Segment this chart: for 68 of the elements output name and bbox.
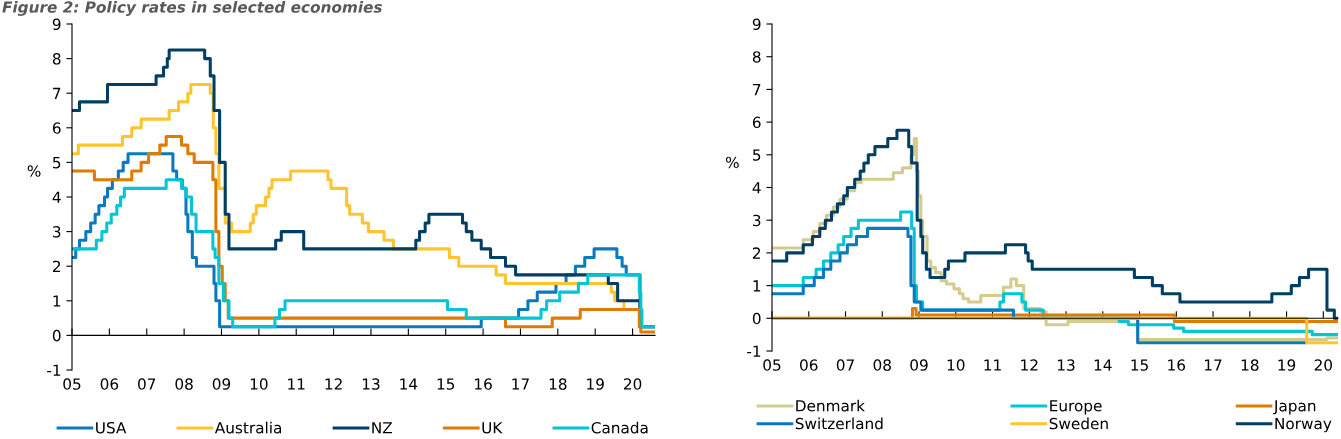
y-tick-label: 6 <box>752 116 761 129</box>
x-tick-label: 19 <box>587 378 604 390</box>
legend-label: Norway <box>1275 417 1332 433</box>
x-tick-label: 12 <box>1021 359 1038 371</box>
x-tick-label: 12 <box>325 378 342 390</box>
x-tick-label: 11 <box>984 359 1001 371</box>
y-tick-label: 6 <box>52 122 61 134</box>
x-tick-label: 06 <box>800 359 818 371</box>
legend-label: UK <box>482 422 503 434</box>
legend-label: Europe <box>1050 400 1102 415</box>
x-tick-label: 16 <box>475 378 492 390</box>
y-tick-label: 0 <box>52 329 61 342</box>
y-tick-label: 1 <box>753 280 761 292</box>
y-axis-title: % <box>27 165 41 177</box>
x-tick-label: 14 <box>400 378 418 390</box>
x-tick-label: 07 <box>836 359 854 371</box>
x-tick-label: 14 <box>1094 359 1112 371</box>
x-tick-label: 15 <box>1131 359 1148 371</box>
legend-label: NZ <box>372 422 393 434</box>
legend-label: Sweden <box>1049 417 1108 430</box>
y-tick-label: 8 <box>752 51 761 63</box>
y-tick-label: 4 <box>52 191 61 203</box>
y-tick-label: -1 <box>47 364 61 376</box>
x-tick-label: 08 <box>873 359 891 371</box>
x-tick-label: 17 <box>512 378 529 390</box>
x-tick-label: 07 <box>138 378 156 390</box>
x-tick-label: 20 <box>1314 359 1332 371</box>
y-tick-label: 3 <box>753 214 761 227</box>
legend-label: Canada <box>591 421 648 434</box>
legend-label: Australia <box>214 421 282 434</box>
x-tick-label: 20 <box>623 378 642 390</box>
y-tick-label: 3 <box>53 226 61 238</box>
legend-label: Japan <box>1273 400 1316 415</box>
chart-title: Figure 2: Policy rates in selected economies <box>2 1 382 16</box>
x-tick-label: 09 <box>910 359 928 371</box>
x-tick-label: 17 <box>1205 359 1222 371</box>
y-tick-label: 4 <box>752 182 761 194</box>
y-axis-title: % <box>725 156 739 169</box>
x-tick-label: 18 <box>1241 359 1259 371</box>
y-tick-label: 0 <box>752 312 761 325</box>
y-tick-label: 2 <box>52 260 61 272</box>
y-tick-label: -1 <box>747 345 761 357</box>
x-tick-label: 06 <box>100 378 119 390</box>
x-tick-label: 10 <box>947 359 965 371</box>
x-tick-label: 15 <box>437 378 455 390</box>
legend-label: USA <box>96 421 127 434</box>
x-tick-label: 18 <box>549 378 567 390</box>
x-tick-label: 08 <box>175 378 193 390</box>
y-tick-label: 1 <box>53 295 61 307</box>
x-tick-label: 10 <box>250 378 268 390</box>
legend-label: Denmark <box>796 399 865 412</box>
x-tick-label: 09 <box>212 378 231 390</box>
x-tick-label: 19 <box>1278 359 1296 371</box>
x-tick-label: 13 <box>1057 359 1075 371</box>
y-tick-label: 7 <box>753 84 761 96</box>
y-tick-label: 7 <box>53 87 61 99</box>
x-tick-label: 13 <box>362 378 380 390</box>
legend-label: Switzerland <box>795 417 883 430</box>
y-tick-label: 8 <box>52 53 61 65</box>
y-tick-label: 5 <box>753 149 761 161</box>
y-tick-label: 9 <box>52 18 61 31</box>
x-tick-label: 05 <box>763 359 781 371</box>
x-tick-label: 11 <box>288 378 305 390</box>
y-tick-label: 5 <box>53 157 61 169</box>
y-tick-label: 2 <box>752 247 761 259</box>
y-tick-label: 9 <box>752 18 761 31</box>
x-tick-label: 16 <box>1168 359 1186 371</box>
x-tick-label: 05 <box>63 378 81 390</box>
